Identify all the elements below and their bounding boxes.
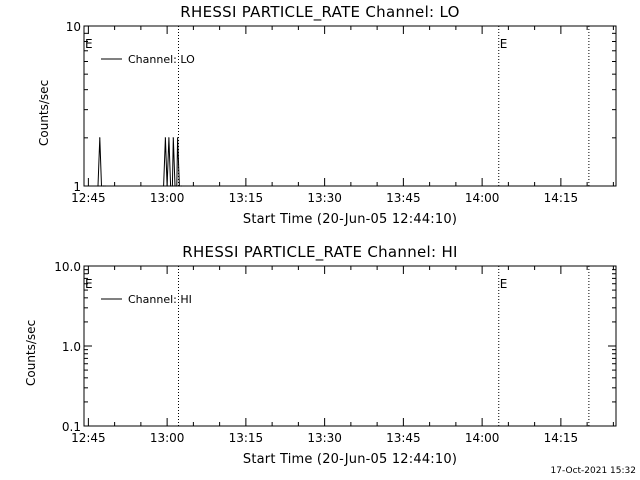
y-axis-label: Counts/sec	[24, 319, 38, 386]
x-axis-label: Start Time (20-Jun-05 12:44:10)	[242, 212, 458, 227]
data-point	[164, 137, 166, 139]
x-tick-label: 13:45	[386, 431, 421, 445]
event-marker-label: E	[85, 277, 93, 291]
data-point	[174, 185, 176, 187]
y-tick-label: 10.0	[54, 260, 81, 274]
lo-channel-plot: 12:45 13:00 13:15 13:30 13:45 14:00 14:15 1 10 E E…	[66, 20, 617, 205]
x-tick-label: 14:15	[544, 431, 579, 445]
y-tick-label: 1.0	[62, 340, 81, 354]
data-point	[177, 137, 179, 139]
chart-title: RHESSI PARTICLE_RATE Channel: LO	[180, 3, 460, 21]
data-point	[176, 185, 178, 187]
y-tick-label: 0.1	[62, 420, 81, 434]
data-point	[100, 185, 103, 187]
data-point	[102, 185, 104, 187]
y-tick-label: 10	[66, 20, 81, 34]
plot-frame	[83, 265, 617, 427]
legend-label: Channel: HI	[128, 293, 192, 306]
series-line	[97, 137, 182, 187]
hi-channel-plot: 12:45 13:00 13:15 13:30 13:45 14:00 14:15 0.1 1.…	[54, 260, 617, 445]
x-tick-label: 14:00	[465, 191, 500, 205]
x-tick-label: 13:45	[386, 191, 421, 205]
data-point	[99, 137, 101, 139]
data-point	[171, 185, 173, 187]
data-point	[170, 185, 172, 187]
plot-timestamp: 17-Oct-2021 15:32	[550, 466, 636, 476]
x-axis-label: Start Time (20-Jun-05 12:44:10)	[242, 452, 458, 467]
x-tick-label: 13:30	[307, 191, 342, 205]
x-tick-label: 13:00	[150, 431, 185, 445]
data-point	[168, 137, 170, 139]
x-tick-label: 14:15	[544, 191, 579, 205]
data-point	[166, 185, 168, 187]
event-marker-label: E	[500, 37, 508, 51]
lo-channel-panel: RHESSI PARTICLE_RATE Channel: LO 12:45 13…	[37, 3, 617, 227]
data-point	[97, 185, 99, 187]
chart-title: RHESSI PARTICLE_RATE Channel: HI	[182, 243, 458, 261]
x-tick-label: 14:00	[465, 431, 500, 445]
x-tick-label: 13:30	[307, 431, 342, 445]
data-point	[172, 137, 174, 139]
hi-channel-panel: RHESSI PARTICLE_RATE Channel: HI 12:45 13…	[0, 240, 640, 480]
data-point	[180, 185, 182, 187]
x-tick-label: 12:45	[71, 431, 106, 445]
data-point	[104, 185, 106, 187]
event-marker-label: E	[85, 37, 93, 51]
x-tick-label: 13:15	[229, 191, 264, 205]
plot-frame	[83, 25, 617, 187]
x-tick-label: 12:45	[71, 191, 106, 205]
legend-label: Channel: LO	[128, 53, 195, 66]
y-axis-label: Counts/sec	[37, 79, 51, 146]
event-marker-label: E	[500, 277, 508, 291]
x-tick-label: 13:15	[229, 431, 264, 445]
data-point	[163, 185, 165, 187]
x-tick-label: 13:00	[150, 191, 185, 205]
y-tick-label: 1	[73, 180, 81, 194]
data-point	[178, 185, 180, 187]
